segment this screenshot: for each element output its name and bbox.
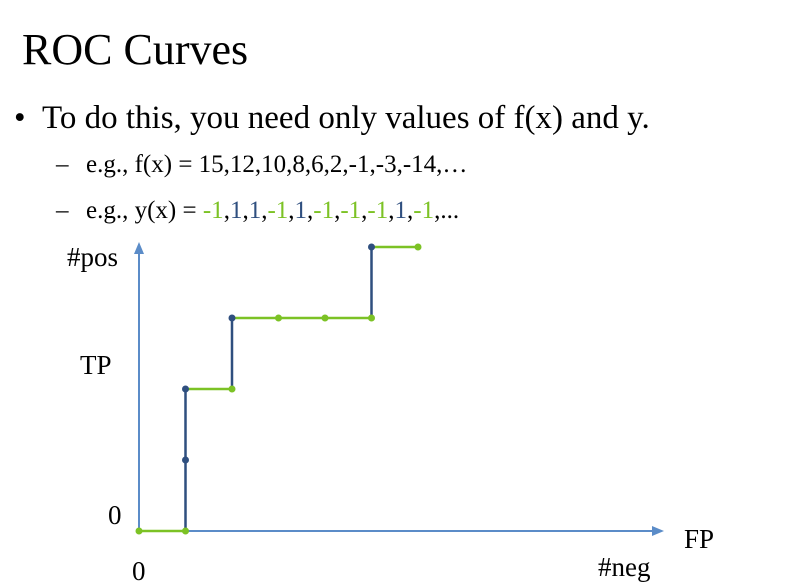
roc-point [368, 314, 375, 322]
comma: , [307, 197, 314, 224]
y-value: -1 [313, 197, 335, 224]
y-axis-label-zero: 0 [108, 500, 122, 530]
y-value: -1 [367, 197, 389, 224]
comma: , [288, 197, 295, 224]
slide-title: ROC Curves [22, 25, 249, 74]
roc-point [182, 456, 189, 464]
roc-point [228, 385, 236, 393]
y-value: -1 [340, 197, 362, 224]
fx-values: e.g., f(x) = 15,12,10,8,6,2,-1,-3,-14,… [86, 151, 468, 178]
bullet-text: To do this, you need only values of f(x)… [42, 100, 650, 136]
y-axis-label-pos: #pos [67, 242, 119, 272]
bullet-point: • To do this, you need only values of f(x… [14, 98, 650, 138]
y-axis-arrow-icon [134, 242, 144, 254]
dash-icon: – [56, 197, 69, 224]
y-axis-label-tp: TP [80, 350, 112, 380]
y-value: 1 [248, 197, 262, 224]
y-value: -1 [202, 197, 224, 224]
yx-suffix: ,... [434, 197, 460, 224]
sub-bullet-yx: – e.g., y(x) = -1,1,1,-1,1,-1,-1,-1,1,-1,… [56, 196, 459, 226]
roc-point [228, 314, 236, 322]
bullet-dot-icon: • [14, 100, 26, 136]
comma: , [242, 197, 249, 224]
y-value: -1 [413, 197, 435, 224]
x-axis-arrow-icon [652, 526, 664, 536]
yx-values: -1,1,1,-1,1,-1,-1,-1,1,-1 [203, 197, 434, 224]
roc-point [321, 314, 329, 322]
y-value: 1 [394, 197, 408, 224]
x-axis-label-zero: 0 [132, 556, 146, 586]
roc-point [182, 527, 189, 535]
sub-bullet-fx: – e.g., f(x) = 15,12,10,8,6,2,-1,-3,-14,… [56, 150, 467, 180]
comma: , [388, 197, 395, 224]
y-value: 1 [294, 197, 308, 224]
comma: , [261, 197, 268, 224]
comma: , [223, 197, 230, 224]
comma: , [361, 197, 368, 224]
x-axis-label-fp: FP [684, 524, 715, 554]
roc-point [414, 243, 422, 251]
comma: , [334, 197, 341, 224]
x-axis-label-neg: #neg [598, 552, 651, 582]
comma: , [407, 197, 414, 224]
roc-point [182, 385, 189, 393]
roc-point [275, 314, 282, 322]
y-value: -1 [267, 197, 289, 224]
roc-point [135, 527, 143, 535]
dash-icon: – [56, 151, 69, 178]
yx-prefix: e.g., y(x) = [86, 197, 203, 224]
y-value: 1 [229, 197, 243, 224]
roc-point [368, 243, 375, 251]
